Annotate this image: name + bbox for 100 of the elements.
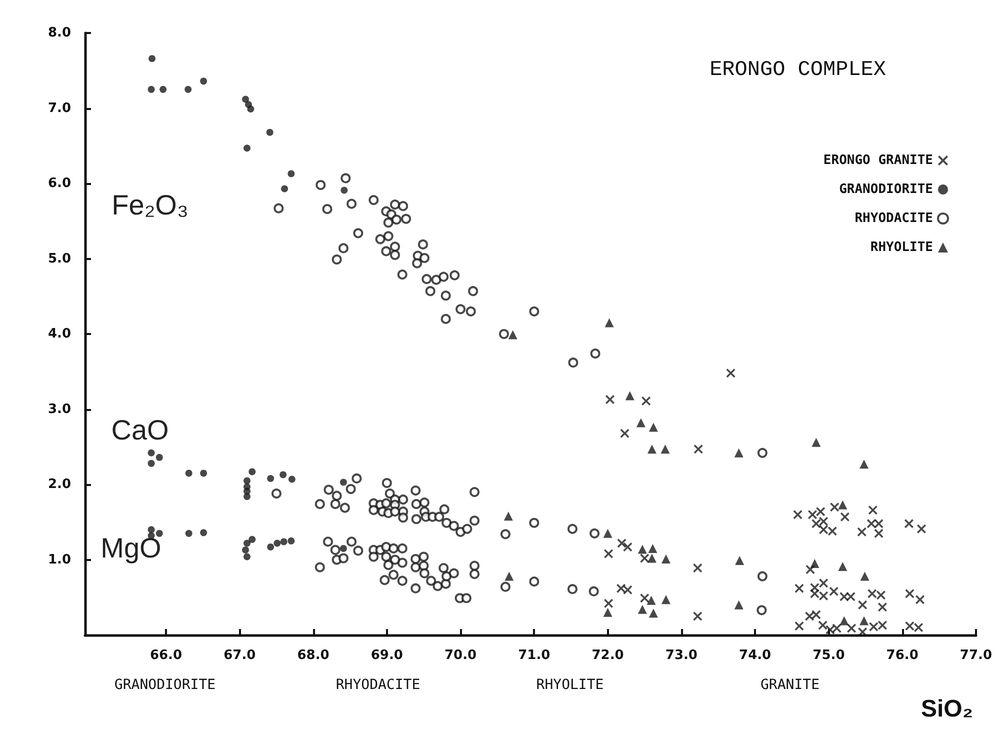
point (603, 608, 612, 617)
point (504, 512, 513, 521)
point (288, 476, 296, 483)
point (905, 589, 914, 598)
point (734, 448, 744, 458)
annotation: MgO (100, 532, 162, 564)
point (281, 185, 288, 192)
point (267, 474, 274, 482)
point (642, 396, 651, 406)
point (860, 572, 870, 581)
point (184, 86, 192, 93)
legend-label: RHYOLITE (870, 240, 933, 255)
point (808, 510, 817, 520)
point (648, 422, 658, 432)
point (876, 590, 886, 600)
point (636, 418, 646, 428)
x-tick-label: 70.0 (444, 648, 477, 663)
point (156, 454, 163, 461)
point (812, 519, 821, 528)
point (288, 537, 295, 544)
text: GRANODIORITE (114, 677, 216, 693)
annotation: Fe₂O₃ (112, 190, 188, 220)
point (868, 589, 877, 598)
point (200, 470, 208, 477)
point (904, 519, 914, 528)
text: RHYOLITE (536, 677, 604, 693)
point (623, 585, 632, 594)
point (810, 589, 820, 598)
point (693, 612, 702, 621)
point (604, 549, 614, 558)
point (812, 610, 821, 620)
point (625, 391, 634, 400)
point (242, 96, 250, 103)
point (828, 526, 837, 536)
point (869, 622, 878, 632)
point (878, 620, 887, 630)
text: GRANITE (760, 677, 820, 693)
legend-label: ERONGO GRANITE (823, 153, 933, 168)
point (866, 519, 876, 528)
point (860, 616, 869, 626)
point (274, 540, 281, 547)
point (648, 608, 658, 618)
point (812, 438, 821, 447)
point (846, 592, 856, 602)
point (148, 460, 155, 467)
point (858, 600, 868, 610)
point (244, 144, 250, 152)
point (735, 556, 744, 566)
point (847, 624, 856, 633)
point (916, 595, 924, 604)
point (160, 86, 167, 93)
point (816, 507, 826, 516)
x-tick-label: 73.0 (665, 648, 698, 663)
point (857, 527, 866, 536)
point (606, 394, 615, 404)
point (244, 493, 250, 500)
point (148, 86, 155, 93)
point (878, 602, 887, 612)
point (794, 621, 804, 630)
point (247, 106, 254, 112)
x-tick-label: 66.0 (150, 648, 182, 663)
y-tick-label: 5.0 (48, 251, 71, 266)
point (148, 55, 156, 62)
x-axis-title: SiO₂ (920, 696, 974, 722)
point (248, 468, 256, 476)
x-tick-label: 74.0 (739, 648, 772, 663)
point (185, 470, 192, 477)
point (905, 621, 914, 630)
x-tick-label: 77.0 (960, 648, 992, 663)
point (661, 595, 670, 604)
point (829, 586, 838, 596)
point (646, 596, 656, 605)
point (603, 528, 612, 538)
point (832, 624, 842, 633)
point (617, 538, 626, 548)
point (726, 368, 736, 378)
point (640, 594, 650, 603)
point (638, 544, 647, 554)
point (604, 318, 614, 328)
text: ERONGO COMPLEX (710, 59, 886, 82)
point (156, 530, 163, 537)
point (148, 526, 155, 534)
y-tick-label: 7.0 (48, 100, 71, 116)
point (648, 544, 658, 553)
point (818, 620, 828, 630)
point (661, 554, 670, 564)
point (620, 428, 630, 438)
point (874, 519, 884, 528)
legend-label: RHYODACITE (854, 211, 933, 226)
point (200, 78, 208, 85)
y-tick-label: 8.0 (48, 26, 71, 40)
point (860, 460, 869, 469)
point (640, 554, 650, 563)
point (244, 477, 250, 484)
y-tick-label: 1.0 (48, 552, 71, 568)
point (266, 128, 274, 136)
point (810, 559, 820, 568)
point (693, 564, 702, 573)
point (604, 598, 614, 608)
point (244, 553, 250, 560)
